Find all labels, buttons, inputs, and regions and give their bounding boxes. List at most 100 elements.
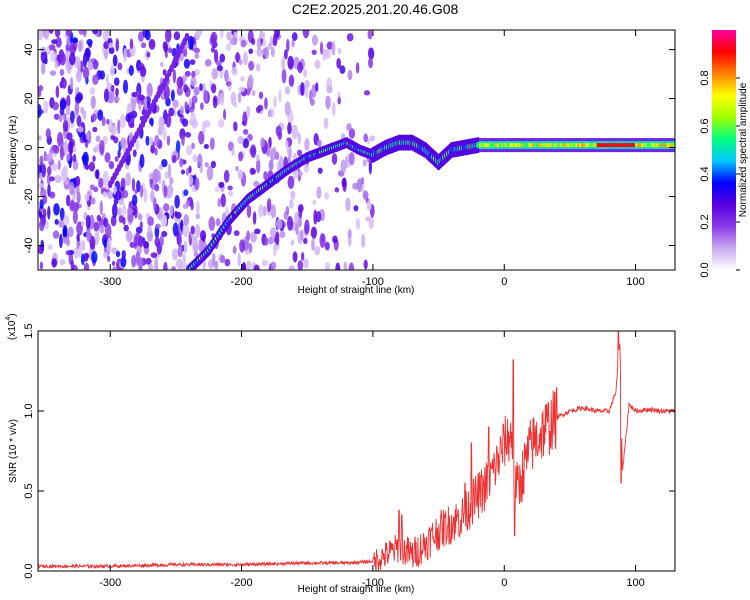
noise-cell (102, 170, 109, 185)
colorbar-tick-label: 0.2 (699, 214, 711, 229)
ridge-core (512, 143, 516, 148)
noise-cell (336, 57, 341, 69)
noise-cell (111, 247, 118, 254)
noise-cell (182, 253, 186, 263)
snr-multiplier-base: (x10 (7, 320, 18, 340)
noise-cell (237, 252, 241, 267)
noise-cell (54, 219, 59, 225)
noise-cell (193, 86, 200, 96)
noise-cell (128, 64, 134, 76)
noise-cell (39, 218, 45, 232)
noise-cell (316, 186, 322, 199)
noise-cell (110, 84, 115, 92)
noise-cell (192, 154, 198, 163)
noise-cell (40, 50, 48, 64)
snr-multiplier-exp: 4 (5, 317, 12, 321)
ridge-core (629, 143, 633, 148)
ridge-core (600, 143, 604, 148)
noise-cell (103, 238, 108, 248)
noise-cell (285, 205, 290, 216)
noise-cell (58, 114, 63, 123)
noise-cell (133, 235, 138, 250)
noise-cell (71, 37, 79, 44)
noise-cell (187, 35, 194, 50)
noise-cell (131, 99, 136, 112)
ridge-core (495, 143, 499, 148)
noise-cell (47, 205, 51, 220)
noise-cell (185, 131, 192, 138)
noise-cell (121, 250, 126, 259)
noise-cell (88, 161, 96, 172)
noise-cell (227, 185, 233, 191)
noise-cell (148, 38, 156, 50)
noise-cell (99, 200, 103, 216)
noise-cell (134, 204, 138, 219)
noise-cell (232, 245, 237, 255)
noise-cell (148, 136, 154, 146)
noise-cell (309, 89, 313, 103)
snr-x-tick-label: -200 (231, 577, 253, 589)
noise-cell (193, 47, 201, 54)
noise-cell (147, 225, 152, 233)
noise-cell (38, 84, 44, 91)
ridge-core (656, 143, 660, 148)
ridge-core (635, 143, 639, 148)
noise-cell (106, 118, 110, 125)
noise-cell (93, 221, 100, 232)
noise-cell (340, 159, 347, 174)
noise-cell (76, 191, 81, 204)
noise-cell (326, 85, 333, 94)
ridge-core (528, 143, 532, 148)
snr-frame (37, 330, 676, 572)
noise-cell (268, 108, 275, 118)
noise-cell (259, 31, 266, 40)
noise-cell (291, 39, 295, 48)
noise-cell (88, 214, 95, 230)
noise-cell (224, 69, 229, 82)
noise-cell (77, 245, 83, 258)
noise-cell (303, 237, 308, 245)
figure-title: C2E2.2025.201.20.46.G08 (292, 1, 459, 17)
noise-cell (110, 125, 117, 136)
noise-cell (46, 173, 51, 186)
noise-cell (90, 95, 96, 109)
noise-cell (211, 83, 217, 94)
ridge-core (561, 143, 565, 148)
ridge-core (501, 143, 505, 148)
spectrogram-y-tick-label: 0 (23, 144, 35, 150)
noise-cell (129, 38, 134, 50)
noise-cell (278, 155, 284, 171)
noise-cell (197, 153, 203, 168)
ridge-core (581, 143, 585, 148)
noise-cell (314, 59, 321, 69)
noise-cell (92, 155, 96, 162)
noise-cell (139, 66, 147, 77)
ridge-core (672, 143, 675, 148)
colorbar-ticks: 0.0 0.2 0.4 0.6 0.8 (699, 70, 740, 278)
snr-background (38, 331, 675, 571)
noise-cell (139, 221, 143, 230)
noise-cell (369, 135, 376, 142)
noise-cell (169, 205, 174, 216)
noise-cell (284, 86, 291, 95)
noise-cell (298, 171, 303, 177)
noise-cell (290, 190, 296, 200)
noise-cell (66, 132, 73, 141)
noise-cell (146, 82, 153, 98)
ridge-core (511, 143, 515, 148)
noise-cell (334, 187, 340, 193)
noise-cell (49, 70, 57, 76)
ridge-core (642, 143, 646, 148)
noise-cell (281, 68, 287, 84)
noise-cell (115, 87, 119, 97)
noise-cell (125, 230, 133, 243)
noise-cell (81, 220, 85, 228)
noise-cell (117, 119, 121, 134)
noise-cell (163, 261, 168, 270)
noise-cell (183, 46, 188, 58)
noise-cell (94, 230, 100, 246)
colorbar-tick-label: 0.4 (699, 166, 711, 181)
noise-cell (172, 222, 179, 237)
noise-cell (82, 109, 87, 120)
noise-cell (304, 86, 309, 98)
